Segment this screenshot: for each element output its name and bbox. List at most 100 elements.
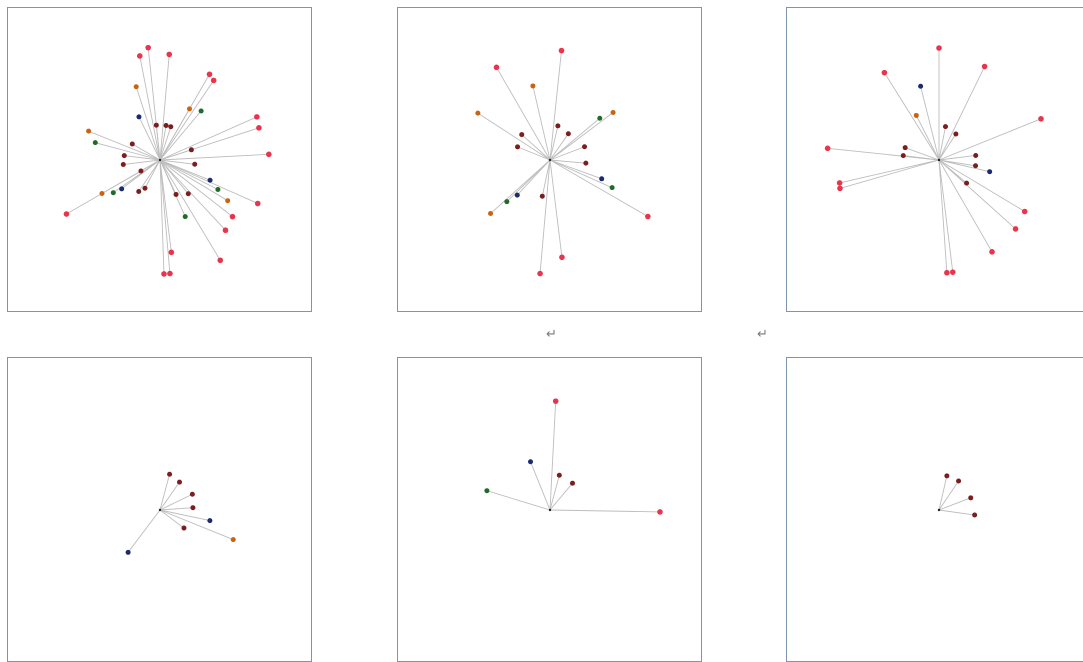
network-node bbox=[583, 160, 589, 166]
network-edge bbox=[140, 159, 161, 172]
network-node bbox=[207, 518, 213, 524]
network-node bbox=[552, 398, 559, 404]
network-edge bbox=[159, 159, 219, 190]
network-node bbox=[210, 77, 217, 84]
network-node bbox=[190, 505, 196, 511]
network-node bbox=[539, 193, 545, 199]
network-node bbox=[168, 249, 175, 256]
network-edge bbox=[155, 125, 161, 161]
network-node bbox=[488, 211, 494, 217]
network-node bbox=[256, 125, 262, 131]
network-hub bbox=[548, 508, 552, 512]
network-edge bbox=[159, 159, 226, 231]
network-edge bbox=[549, 112, 614, 161]
network-edge bbox=[549, 125, 559, 161]
network-node bbox=[136, 189, 142, 195]
network-node bbox=[119, 186, 125, 192]
network-edge bbox=[938, 159, 1016, 230]
network-node bbox=[528, 459, 534, 465]
network-edge bbox=[159, 159, 165, 274]
network-edge bbox=[539, 159, 551, 274]
network-edge bbox=[159, 481, 180, 511]
network-edge bbox=[938, 509, 975, 516]
network-hub bbox=[158, 158, 162, 162]
network-edge bbox=[127, 509, 161, 553]
network-node bbox=[120, 162, 126, 168]
network-edge bbox=[138, 116, 161, 161]
network-edge bbox=[549, 159, 613, 189]
network-edge bbox=[123, 159, 161, 165]
network-edge bbox=[159, 126, 172, 161]
network-node bbox=[949, 269, 956, 275]
network-edge bbox=[159, 159, 189, 194]
network-node bbox=[1038, 115, 1044, 122]
network-edge bbox=[905, 147, 940, 161]
network-edge bbox=[138, 159, 161, 192]
network-edge bbox=[938, 159, 1025, 212]
network-node bbox=[207, 177, 213, 183]
network-edge bbox=[159, 159, 221, 261]
network-node bbox=[129, 141, 135, 147]
network-edge bbox=[159, 159, 171, 274]
network-node bbox=[519, 132, 525, 138]
network-graph-4 bbox=[125, 471, 236, 555]
network-edge bbox=[144, 159, 161, 189]
network-edge bbox=[549, 146, 585, 161]
network-node bbox=[121, 153, 127, 159]
network-node bbox=[177, 479, 183, 485]
network-edge bbox=[532, 85, 551, 161]
network-panel-1 bbox=[7, 7, 312, 312]
network-panel-2 bbox=[397, 7, 702, 312]
network-node bbox=[192, 161, 198, 167]
network-edge bbox=[938, 497, 971, 511]
network-edge bbox=[549, 117, 601, 161]
network-node bbox=[953, 131, 959, 137]
network-edge bbox=[938, 155, 976, 161]
paragraph-mark-2: ↵ bbox=[757, 327, 768, 342]
network-edge bbox=[549, 475, 560, 511]
network-node bbox=[161, 271, 167, 277]
network-edge bbox=[159, 125, 167, 161]
network-node bbox=[944, 269, 950, 276]
network-node bbox=[555, 123, 561, 129]
network-node bbox=[968, 495, 974, 501]
network-node bbox=[837, 185, 843, 192]
network-edge bbox=[549, 159, 563, 258]
network-node bbox=[182, 214, 188, 220]
network-edge bbox=[124, 155, 161, 161]
network-edge bbox=[549, 159, 602, 180]
network-edge bbox=[549, 159, 586, 164]
network-node bbox=[217, 257, 224, 264]
network-node bbox=[99, 191, 105, 196]
network-panel-3 bbox=[786, 7, 1083, 312]
network-edge bbox=[549, 133, 569, 161]
network-node bbox=[266, 151, 272, 158]
network-node bbox=[168, 124, 174, 130]
network-edge bbox=[884, 72, 940, 161]
network-edge bbox=[549, 159, 649, 217]
network-node bbox=[597, 115, 603, 121]
network-node bbox=[556, 472, 562, 478]
network-node bbox=[987, 169, 993, 175]
network-edge bbox=[530, 461, 551, 511]
network-node bbox=[493, 64, 500, 71]
network-edge bbox=[88, 130, 161, 161]
network-node bbox=[973, 152, 979, 158]
network-graph-6 bbox=[937, 473, 978, 518]
network-hub bbox=[158, 508, 162, 512]
network-edge bbox=[541, 159, 551, 197]
network-edge bbox=[920, 86, 940, 161]
network-node bbox=[136, 114, 142, 120]
network-node bbox=[187, 106, 192, 112]
network-edge bbox=[159, 110, 202, 161]
network-node bbox=[569, 480, 575, 486]
network-edge bbox=[839, 159, 940, 189]
network-node bbox=[484, 488, 490, 494]
network-edge bbox=[159, 149, 192, 161]
network-graph-2 bbox=[475, 47, 651, 277]
network-panel-5 bbox=[397, 357, 702, 662]
network-node bbox=[514, 192, 520, 198]
network-edge bbox=[159, 116, 258, 161]
network-edge bbox=[549, 401, 557, 511]
network-node bbox=[254, 200, 261, 207]
